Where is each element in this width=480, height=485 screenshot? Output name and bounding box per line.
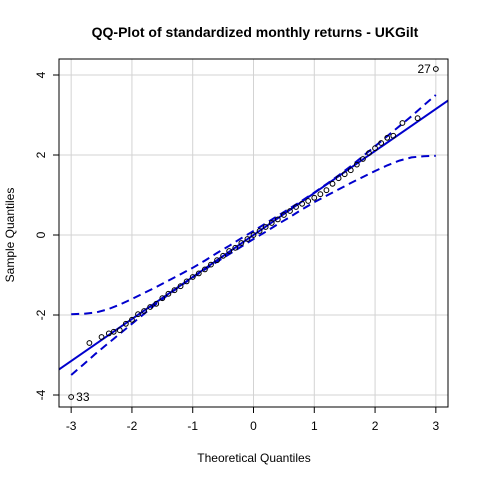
qq-point <box>305 198 312 204</box>
qq-point <box>335 175 342 182</box>
qq-point <box>195 270 202 277</box>
qq-point <box>238 240 245 246</box>
x-tick-label: -3 <box>66 419 77 433</box>
x-tick-label: 3 <box>433 419 440 433</box>
qq-point <box>129 316 135 323</box>
envelope-lower <box>70 154 436 376</box>
y-tick-label: 0 <box>34 231 48 238</box>
y-tick-label: 4 <box>34 71 48 78</box>
y-axis-title: Sample Quantiles <box>3 188 17 283</box>
qq-point <box>110 328 117 335</box>
qq-point <box>274 216 281 223</box>
axes: -3 -2 -1 0 1 2 3 -4 -2 0 2 4 <box>34 71 440 433</box>
point-label: 27 <box>417 62 431 76</box>
qq-point <box>141 308 147 314</box>
qq-point <box>280 212 287 218</box>
qq-point <box>159 295 166 302</box>
qq-point <box>347 167 354 174</box>
x-tick-label: 2 <box>372 419 379 433</box>
qq-point <box>378 140 385 146</box>
qq-point <box>244 236 251 242</box>
qq-point <box>86 340 93 346</box>
qq-point <box>98 334 105 340</box>
chart-title: QQ-Plot of standardized monthly returns … <box>92 24 419 40</box>
qq-point <box>372 145 378 152</box>
qq-point <box>329 180 336 187</box>
x-tick-label: 1 <box>311 419 318 433</box>
qq-point <box>122 320 129 327</box>
qq-point <box>232 244 239 251</box>
qq-point <box>384 134 391 141</box>
qq-point <box>105 330 112 337</box>
y-tick-label: -2 <box>34 309 48 320</box>
qq-point <box>250 232 257 238</box>
qq-point <box>317 191 324 198</box>
data-points: 33 27 <box>68 62 439 404</box>
qq-point <box>208 261 214 268</box>
qq-point <box>366 150 372 156</box>
qq-point <box>189 274 196 280</box>
qq-point <box>268 220 275 226</box>
qq-point <box>135 311 141 318</box>
qq-point <box>220 252 227 259</box>
qq-point <box>256 228 263 234</box>
y-tick-label: -4 <box>34 389 48 400</box>
qq-point <box>399 120 406 126</box>
qq-point <box>183 278 190 285</box>
qq-point <box>68 394 75 400</box>
x-tick-label: -2 <box>127 419 138 433</box>
y-tick-label: 2 <box>34 151 48 158</box>
x-tick-label: 0 <box>250 419 257 433</box>
qq-point <box>299 200 306 207</box>
qq-point <box>341 171 348 178</box>
qq-point <box>147 304 154 310</box>
qq-point <box>153 300 160 307</box>
x-axis-title: Theoretical Quantiles <box>197 451 310 465</box>
qq-point <box>287 208 293 214</box>
qq-point <box>116 327 123 334</box>
qq-point <box>214 257 220 264</box>
qq-point <box>432 66 439 72</box>
qq-point <box>201 266 208 273</box>
qq-point <box>353 161 360 168</box>
qq-point <box>390 132 397 139</box>
plot-frame <box>58 58 449 408</box>
qq-point <box>171 287 178 294</box>
qq-point <box>262 224 269 230</box>
qq-point <box>293 204 299 210</box>
qq-point <box>165 290 172 297</box>
point-label: 33 <box>76 390 90 404</box>
qq-point <box>323 187 330 194</box>
qq-point <box>226 248 233 254</box>
qq-point <box>360 156 366 162</box>
qq-point <box>177 283 184 290</box>
grid-lines <box>59 59 448 407</box>
qq-point <box>311 194 318 201</box>
x-tick-label: -1 <box>187 419 198 433</box>
qq-point <box>414 115 421 122</box>
